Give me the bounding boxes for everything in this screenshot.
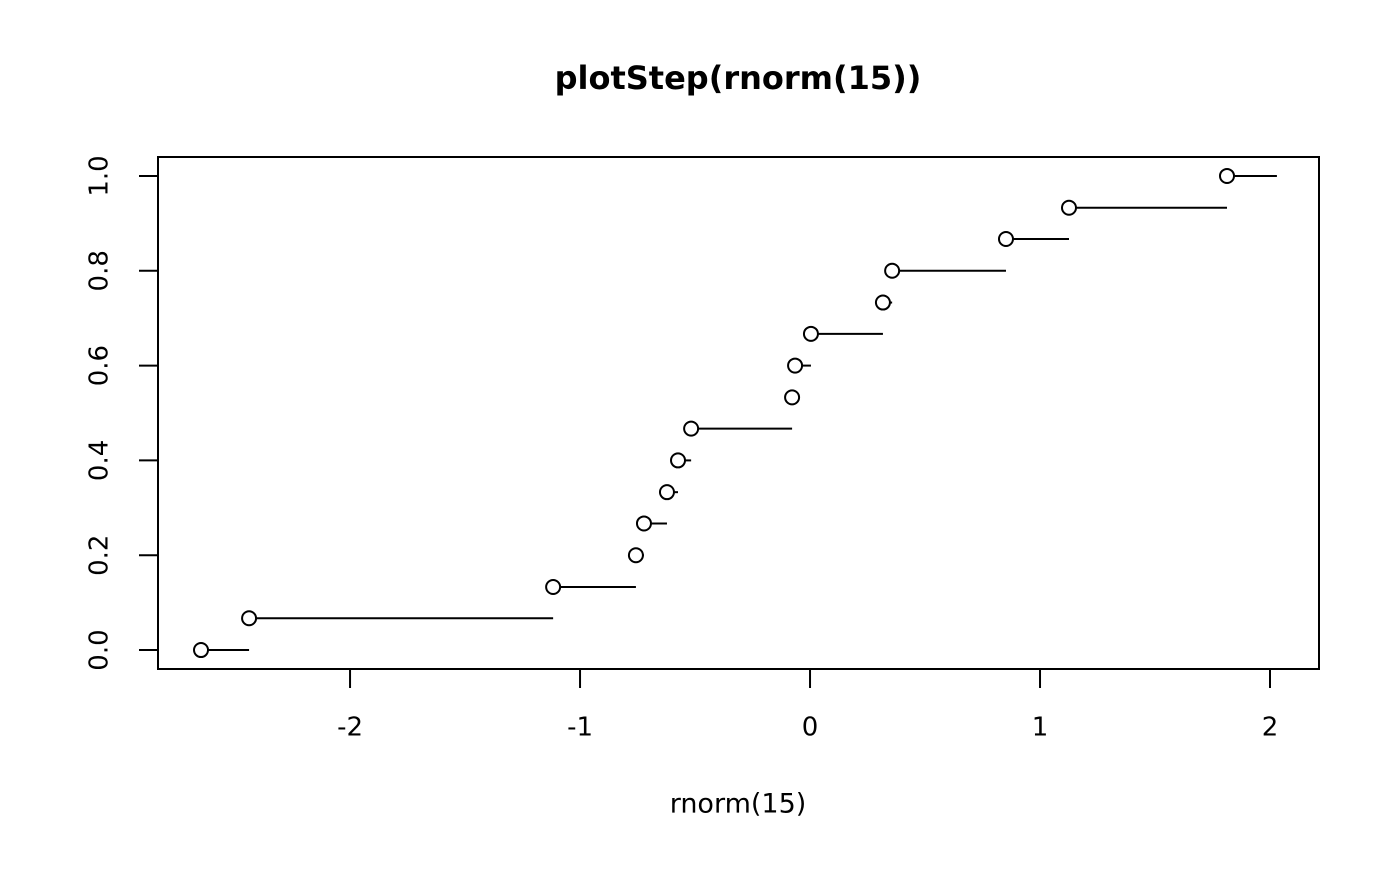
step-point (874, 294, 891, 311)
y-tick-label: 0.8 (85, 250, 115, 291)
x-tick-label: 1 (1032, 713, 1049, 743)
y-tick-label: 0.2 (85, 535, 115, 576)
step-point (627, 547, 644, 564)
step-point (670, 452, 687, 469)
step-point (1060, 199, 1077, 216)
step-point (193, 642, 210, 659)
step-point (1219, 167, 1236, 184)
step-point (784, 389, 801, 406)
chart-title: plotStep(rnorm(15)) (555, 59, 922, 97)
plot-frame (157, 156, 1320, 670)
x-tick-label: 2 (1262, 713, 1279, 743)
step-point (683, 420, 700, 437)
x-tick-label: 0 (802, 713, 819, 743)
y-tick-label: 0.4 (85, 440, 115, 481)
y-tick-label: 1.0 (85, 155, 115, 196)
x-tick-label: -1 (567, 713, 593, 743)
step-point (545, 578, 562, 595)
step-point (884, 262, 901, 279)
y-tick-label: 0.6 (85, 345, 115, 386)
step-point (658, 484, 675, 501)
step-point (997, 231, 1014, 248)
y-tick-label: 0.0 (85, 629, 115, 670)
step-point (635, 515, 652, 532)
x-tick-label: -2 (337, 713, 363, 743)
step-point (787, 357, 804, 374)
step-point (241, 610, 258, 627)
step-point (802, 325, 819, 342)
x-axis-label: rnorm(15) (670, 789, 807, 820)
